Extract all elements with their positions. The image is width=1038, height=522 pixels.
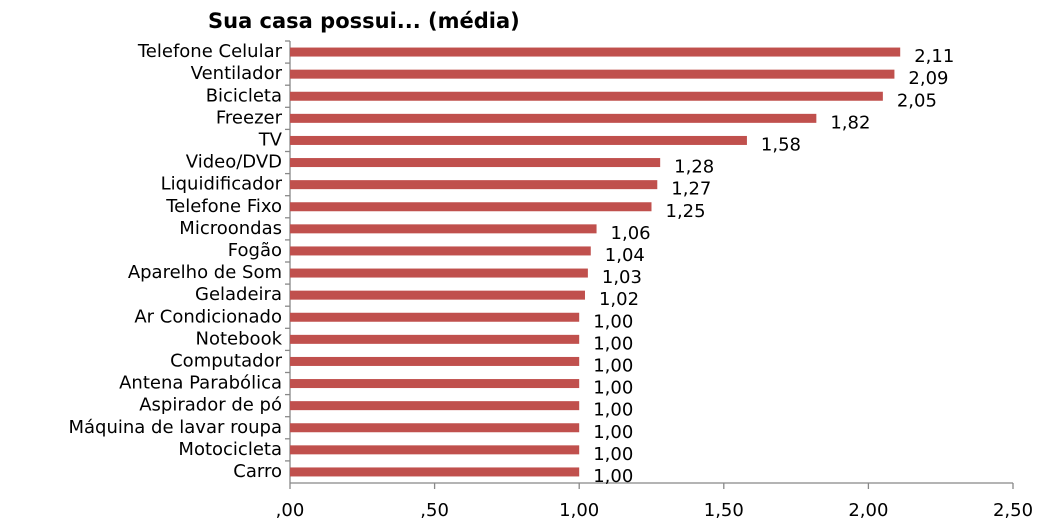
bar — [290, 356, 580, 366]
bar — [290, 69, 895, 79]
value-label: 1,06 — [611, 223, 651, 244]
y-tick-label: Liquidificador — [161, 174, 283, 195]
y-tick-label: Ventilador — [191, 63, 283, 84]
value-label: 1,00 — [593, 311, 633, 332]
value-label: 1,58 — [761, 134, 801, 155]
bar — [290, 312, 580, 322]
value-label: 2,11 — [914, 46, 954, 67]
bar — [290, 445, 580, 455]
value-label: 2,05 — [897, 90, 937, 111]
y-tick-label: Antena Parabólica — [119, 373, 282, 394]
value-label: 1,00 — [593, 444, 633, 465]
y-tick-label: Carro — [233, 461, 282, 482]
y-tick-label: Bicicleta — [206, 85, 282, 106]
y-tick-label: Computador — [170, 350, 282, 371]
x-tick-label: ,00 — [276, 500, 305, 521]
y-tick-label: Geladeira — [195, 284, 282, 305]
y-tick-label: Notebook — [196, 328, 283, 349]
y-tick-label: Video/DVD — [186, 152, 282, 173]
value-label: 1,27 — [671, 179, 711, 200]
value-label: 1,03 — [602, 267, 642, 288]
value-label: 1,82 — [830, 112, 870, 133]
bar — [290, 47, 901, 57]
bar — [290, 202, 652, 212]
bar — [290, 334, 580, 344]
y-tick-label: Aspirador de pó — [139, 395, 282, 416]
value-label: 1,00 — [593, 422, 633, 443]
bar — [290, 224, 597, 234]
value-label: 1,00 — [593, 378, 633, 399]
y-tick-label: Fogão — [228, 240, 282, 261]
y-tick-label: Motocicleta — [178, 439, 282, 460]
x-tick-label: 1,50 — [704, 500, 744, 521]
bar — [290, 113, 817, 123]
bar — [290, 401, 580, 411]
value-label: 1,00 — [593, 333, 633, 354]
bar — [290, 91, 883, 101]
y-tick-label: Freezer — [216, 107, 283, 128]
value-label: 1,00 — [593, 466, 633, 487]
bar — [290, 423, 580, 433]
bar — [290, 180, 658, 190]
y-tick-label: Ar Condicionado — [134, 306, 282, 327]
value-label: 1,28 — [674, 157, 714, 178]
bar — [290, 379, 580, 389]
x-tick-label: 2,50 — [993, 500, 1033, 521]
value-label: 1,04 — [605, 245, 645, 266]
value-label: 2,09 — [908, 68, 948, 89]
y-tick-label: Aparelho de Som — [128, 262, 282, 283]
bar — [290, 135, 747, 145]
chart-title: Sua casa possui... (média) — [208, 9, 520, 33]
bar — [290, 246, 591, 256]
x-tick-label: 1,00 — [559, 500, 599, 521]
y-tick-label: Máquina de lavar roupa — [69, 417, 283, 438]
value-label: 1,00 — [593, 400, 633, 421]
y-tick-label: Telefone Celular — [137, 41, 283, 62]
y-tick-label: TV — [258, 129, 283, 150]
x-tick-label: 2,00 — [848, 500, 888, 521]
value-label: 1,02 — [599, 289, 639, 310]
value-label: 1,25 — [666, 201, 706, 222]
y-tick-label: Microondas — [179, 218, 282, 239]
bar — [290, 158, 661, 168]
bar — [290, 467, 580, 477]
y-tick-label: Telefone Fixo — [165, 196, 282, 217]
value-label: 1,00 — [593, 355, 633, 376]
x-tick-label: ,50 — [420, 500, 449, 521]
bar — [290, 290, 585, 300]
bar — [290, 268, 588, 278]
